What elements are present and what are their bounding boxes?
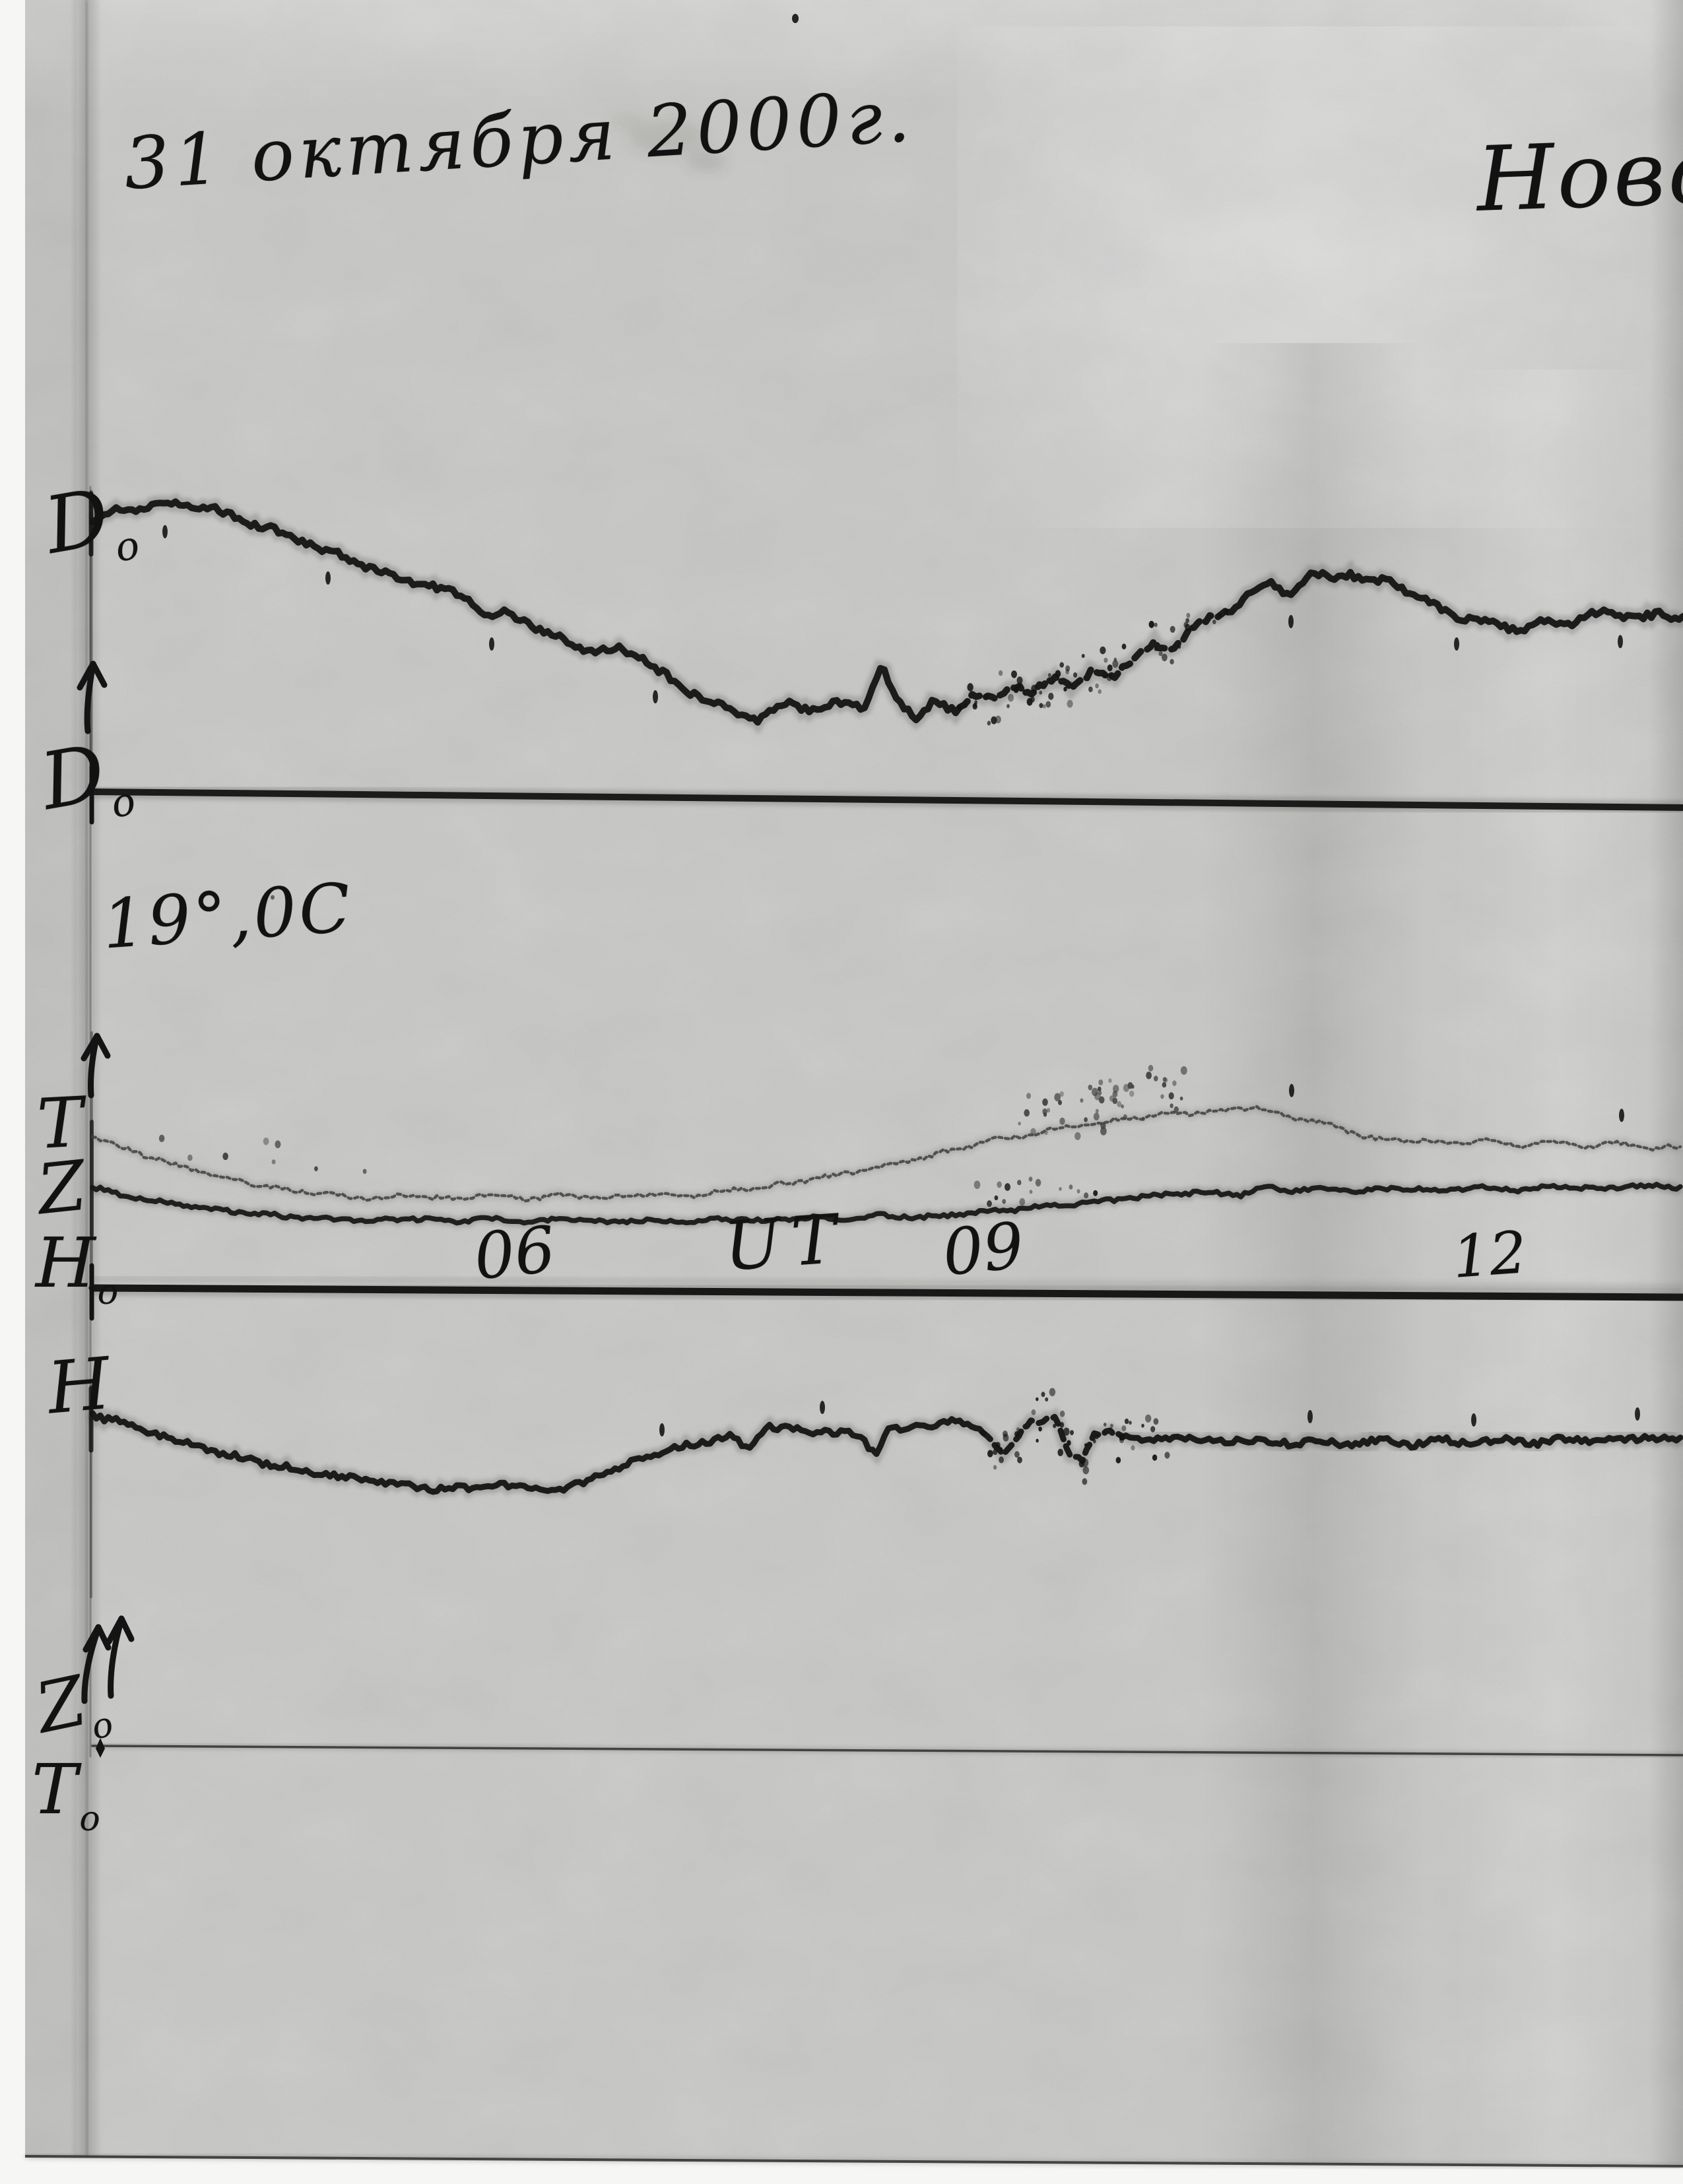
t-trace (90, 1064, 1682, 1205)
d-scale-up-arrow-icon (77, 660, 108, 734)
paper-grain (25, 0, 1683, 2166)
h-baseline-fuzz (92, 1275, 1683, 1291)
z-trace (90, 1176, 1683, 1229)
paper-stains (610, 112, 726, 172)
temperature-note: 19°,0C (100, 868, 356, 965)
hour-mark-dot (820, 1401, 825, 1414)
hour-mark-dot (1454, 637, 1459, 651)
hour-mark-dot (1635, 1407, 1640, 1421)
z0-baseline-diamond (96, 1738, 105, 1758)
paper (25, 0, 1683, 2166)
d-baseline-label: Do (34, 726, 139, 828)
tz-scale-up-arrow-icon (81, 1033, 111, 1099)
hour-mark-dot (1618, 635, 1623, 649)
hour-label-ut: UT (721, 1200, 850, 1287)
d0-baseline (89, 785, 1683, 815)
ink-speck (792, 14, 799, 23)
hour-mark-dot (1307, 1410, 1313, 1423)
paper-fold-line (84, 0, 90, 2166)
hour-mark-dot (1288, 615, 1294, 628)
d-trace-label: Do (38, 470, 143, 572)
d-trace (88, 492, 1683, 735)
h-baseline-label: Ho (36, 1223, 119, 1312)
hour-label-12: 12 (1450, 1218, 1529, 1291)
hour-label-09: 09 (939, 1208, 1028, 1291)
hour-mark-dot (1471, 1413, 1476, 1427)
hour-mark-dot (659, 1423, 665, 1436)
station-title: Ново (1474, 119, 1683, 232)
z0t0-baseline (91, 1743, 1683, 1758)
h0-baseline (88, 1280, 1683, 1305)
paper-bottom-edge (24, 2155, 1683, 2168)
hour-mark-dot (1619, 1108, 1624, 1122)
hour-mark-dot (325, 571, 331, 585)
ink-speck (271, 895, 275, 900)
hour-mark-dot (489, 637, 494, 651)
t-zero-baseline-label: To (32, 1749, 100, 1839)
h-trace-label: H (44, 1342, 114, 1430)
z-trace-label: Z (34, 1145, 90, 1231)
hour-mark-dot (1289, 1083, 1294, 1097)
hour-label-06: 06 (471, 1212, 559, 1295)
trace-layer (86, 492, 1683, 1758)
h-trace (86, 1388, 1683, 1499)
z0t0-double-up-arrow-icon (81, 1615, 135, 1704)
hour-mark-dot (653, 690, 658, 703)
hour-mark-dot (162, 525, 168, 538)
